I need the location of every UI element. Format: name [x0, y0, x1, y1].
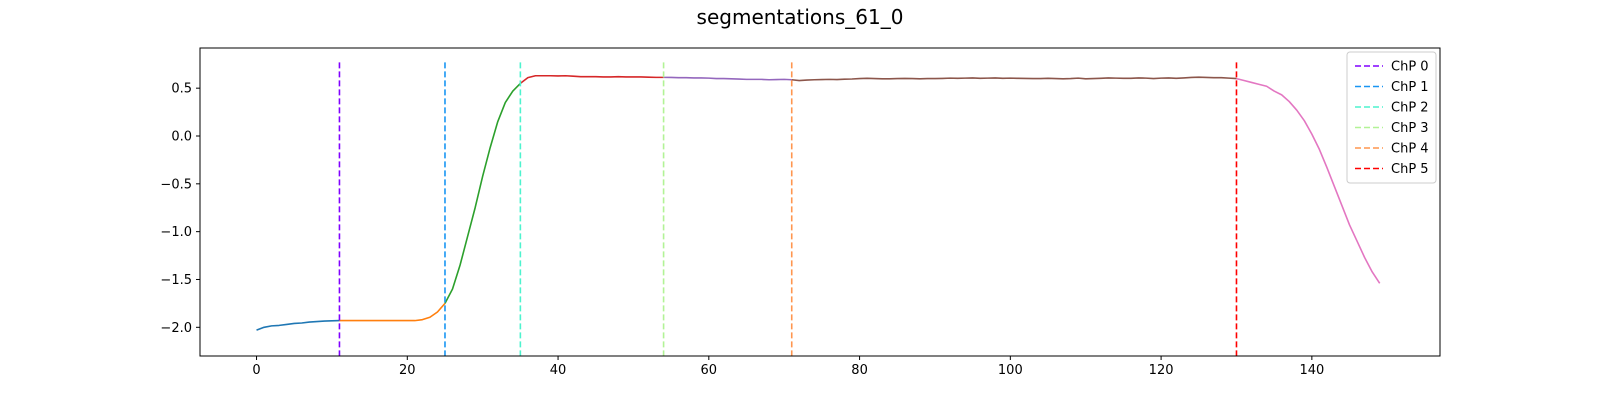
chart-title: segmentations_61_0 — [697, 5, 904, 29]
legend-label-5: ChP 5 — [1391, 162, 1429, 177]
legend-label-3: ChP 3 — [1391, 121, 1429, 136]
x-tick-label-6: 120 — [1149, 363, 1174, 378]
y-tick-label-1: 0.0 — [171, 130, 192, 145]
y-tick-label-0: 0.5 — [171, 82, 192, 97]
y-tick-label-3: −1.0 — [160, 225, 192, 240]
plot-frame — [199, 47, 1441, 357]
series-segment-6 — [1236, 77, 1381, 284]
x-tick-label-7: 140 — [1299, 363, 1324, 378]
series-segment-3 — [519, 74, 664, 85]
axes: 0 20 40 60 80 100 120 140 0.5 0.0 −0.5 −1.0 −1.5 −2.0 — [160, 82, 1324, 378]
x-tick-label-3: 60 — [701, 363, 718, 378]
y-tick-label-4: −1.5 — [160, 273, 192, 288]
y-tick-label-5: −2.0 — [160, 321, 192, 336]
legend-box — [1346, 51, 1437, 184]
x-tick-label-2: 40 — [550, 363, 567, 378]
legend-label-4: ChP 4 — [1391, 142, 1429, 157]
series-segment-0 — [256, 319, 340, 331]
legend-label-0: ChP 0 — [1391, 60, 1429, 75]
x-tick-label-4: 80 — [851, 363, 868, 378]
plot-area — [256, 62, 1381, 356]
legend-label-2: ChP 2 — [1391, 101, 1429, 116]
y-tick-label-2: −0.5 — [160, 177, 192, 192]
legend: ChP 0 ChP 1 ChP 2 ChP 3 ChP 4 ChP 5 — [1346, 51, 1437, 184]
series-segment-5 — [791, 76, 1237, 82]
legend-label-1: ChP 1 — [1391, 80, 1429, 95]
series-segment-4 — [663, 76, 792, 81]
series-segment-2 — [444, 82, 521, 304]
x-tick-label-1: 20 — [399, 363, 416, 378]
x-tick-label-5: 100 — [998, 363, 1023, 378]
series-segment-1 — [339, 302, 446, 322]
x-tick-label-0: 0 — [252, 363, 260, 378]
